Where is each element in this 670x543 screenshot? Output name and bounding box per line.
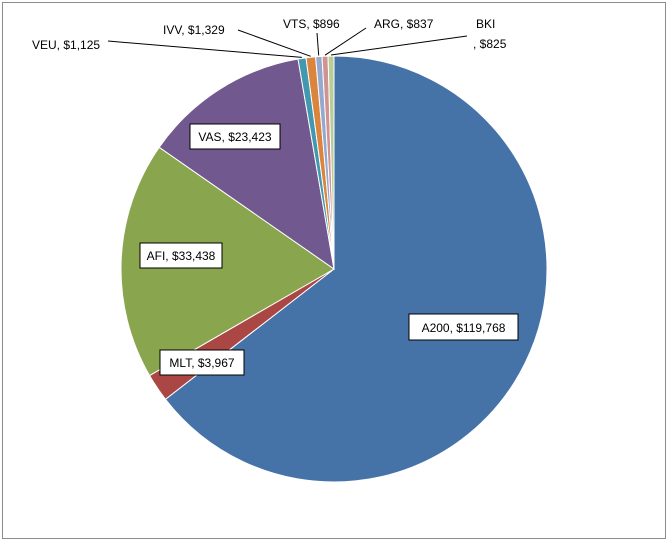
data-label-bki-line2: , $825 bbox=[473, 37, 507, 51]
pie-slice-a200 bbox=[164, 55, 548, 483]
data-label-veu: VEU, $1,125 bbox=[32, 38, 100, 52]
data-label-vts: VTS, $896 bbox=[283, 17, 340, 31]
pie-slice-afi bbox=[120, 146, 335, 377]
data-label-afi: AFI, $33,438 bbox=[147, 249, 216, 263]
data-label-arg: ARG, $837 bbox=[374, 17, 434, 31]
label-box-mlt: MLT, $3,967 bbox=[159, 349, 245, 376]
data-label-mlt: MLT, $3,967 bbox=[169, 356, 234, 370]
leader-line-arg bbox=[324, 27, 367, 56]
pie-slices bbox=[120, 55, 548, 483]
label-box-vas: VAS, $23,423 bbox=[189, 123, 281, 150]
data-label-ivv: IVV, $1,329 bbox=[163, 23, 225, 37]
leader-line-ivv bbox=[237, 29, 311, 57]
data-label-bki-line1: BKI bbox=[476, 17, 495, 31]
label-box-a200: A200, $119,768 bbox=[408, 313, 519, 341]
leader-line-vts bbox=[316, 32, 320, 56]
leader-lines bbox=[107, 27, 468, 58]
leader-line-bki bbox=[330, 35, 468, 56]
pie-slice-bki bbox=[327, 55, 335, 270]
label-box-afi: AFI, $33,438 bbox=[139, 242, 223, 269]
leader-line-veu bbox=[107, 40, 302, 58]
data-label-vas: VAS, $23,423 bbox=[198, 130, 271, 144]
data-label-a200: A200, $119,768 bbox=[422, 321, 506, 335]
pie-slice-vas bbox=[158, 58, 335, 271]
